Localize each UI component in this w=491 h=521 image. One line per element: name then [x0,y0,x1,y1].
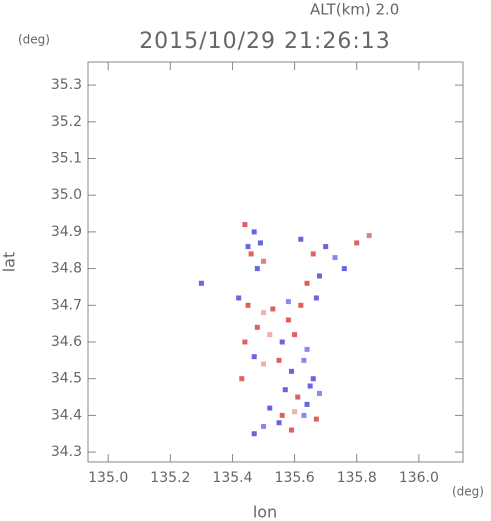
y-tick-label: 35.0 [51,187,82,203]
radar-cell [292,332,298,338]
y-tick-label: 34.5 [51,371,82,387]
radar-cell [316,390,322,396]
radar-cell [242,339,248,345]
radar-cell [245,244,251,250]
radar-cell [282,387,288,393]
y-tick-label: 34.8 [51,261,82,277]
radar-cell [261,361,267,367]
radar-cell [310,251,316,257]
radar-cell [285,317,291,323]
radar-cell [270,306,276,312]
radar-cell [261,310,267,316]
radar-cell [251,354,257,360]
radar-cell [242,222,248,228]
x-tick-label: 135.6 [275,470,315,486]
x-tick-label: 135.8 [337,470,377,486]
radar-cell [323,244,329,250]
x-unit: (deg) [452,485,484,499]
radar-cell [313,295,319,301]
radar-cell [198,280,204,286]
radar-cell [251,431,257,437]
y-tick-label: 34.6 [51,334,82,350]
y-tick-label: 35.1 [51,151,82,167]
radar-cell [304,346,310,352]
radar-cell [261,423,267,429]
radar-cell [236,295,242,301]
radar-cell [248,251,254,257]
radar-cell [251,229,257,235]
y-tick-label: 34.7 [51,297,82,313]
radar-cell [261,258,267,264]
y-axis-label: lat [0,252,19,273]
radar-cell [254,324,260,330]
radar-cell [276,420,282,426]
radar-cell [313,416,319,422]
radar-cell [316,273,322,279]
radar-cell [267,332,273,338]
radar-cell [279,339,285,345]
y-tick-label: 34.3 [51,444,82,460]
radar-cell [292,409,298,415]
y-tick-label: 35.2 [51,114,82,130]
radar-cell [239,376,245,382]
radar-cell [289,368,295,374]
radar-cell [295,394,301,400]
radar-cell [267,405,273,411]
radar-cell [279,412,285,418]
radar-cell [341,266,347,272]
radar-cell [254,266,260,272]
radar-cell [304,401,310,407]
radar-cell [289,427,295,433]
plot-frame [87,61,464,463]
radar-cell [366,233,372,239]
subtitle: ALT(km) 2.0 [310,1,399,19]
radar-cell [285,299,291,305]
radar-cell [276,357,282,363]
y-unit: (deg) [18,33,50,47]
radar-cell [245,302,251,308]
radar-cell [298,236,304,242]
radar-cell [310,376,316,382]
radar-cell [332,255,338,261]
y-tick-label: 35.3 [51,77,82,93]
y-tick-label: 34.9 [51,224,82,240]
radar-cell [354,240,360,246]
radar-cell [301,412,307,418]
x-tick-label: 136.0 [399,470,439,486]
x-tick-label: 135.0 [88,470,128,486]
radar-cell [257,240,263,246]
radar-cell [307,383,313,389]
radar-cell [298,302,304,308]
y-tick-label: 34.4 [51,407,82,423]
chart-title: 2015/10/29 21:26:13 [139,29,391,54]
radar-cell [301,357,307,363]
x-tick-label: 135.4 [212,470,252,486]
radar-cell [304,280,310,286]
x-axis-label: lon [253,503,277,521]
x-tick-label: 135.2 [150,470,190,486]
